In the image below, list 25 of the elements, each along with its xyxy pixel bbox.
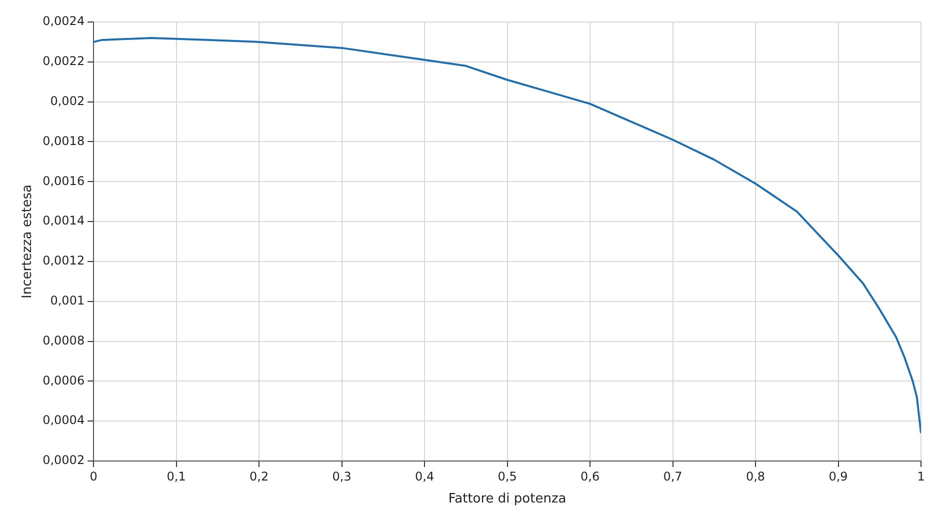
y-tick-label: 0,0022	[42, 54, 85, 68]
x-tick-label: 0,2	[250, 469, 269, 484]
y-tick-label: 0,0008	[42, 333, 85, 348]
x-axis-title: Fattore di potenza	[448, 492, 566, 507]
y-tick-label: 0,0006	[42, 373, 85, 388]
y-tick-label: 0,0016	[42, 174, 85, 188]
x-tick-label: 0,5	[498, 469, 517, 484]
x-tick-label: 0,3	[332, 469, 352, 484]
x-tick-label: 0	[90, 469, 98, 484]
y-tick-label: 0,002	[50, 94, 85, 108]
x-tick-label: 0,8	[746, 469, 766, 484]
y-axis-title: Incertezza estesa	[20, 184, 36, 299]
y-tick-label: 0,001	[50, 293, 85, 308]
y-tick-label: 0,0004	[42, 413, 85, 428]
x-tick-label: 0,4	[415, 469, 434, 484]
y-tick-label: 0,0002	[42, 453, 85, 468]
y-tick-label: 0,0018	[42, 134, 85, 148]
x-tick-label: 0,1	[166, 469, 186, 484]
y-tick-label: 0,0012	[42, 254, 85, 268]
y-tick-label: 0,0024	[42, 14, 85, 28]
x-tick-label: 0,6	[580, 469, 600, 484]
x-tick-label: 0,7	[663, 469, 682, 484]
x-tick-label: 1	[917, 469, 925, 484]
y-tick-label: 0,0014	[42, 214, 85, 228]
x-tick-label: 0,9	[828, 469, 848, 484]
